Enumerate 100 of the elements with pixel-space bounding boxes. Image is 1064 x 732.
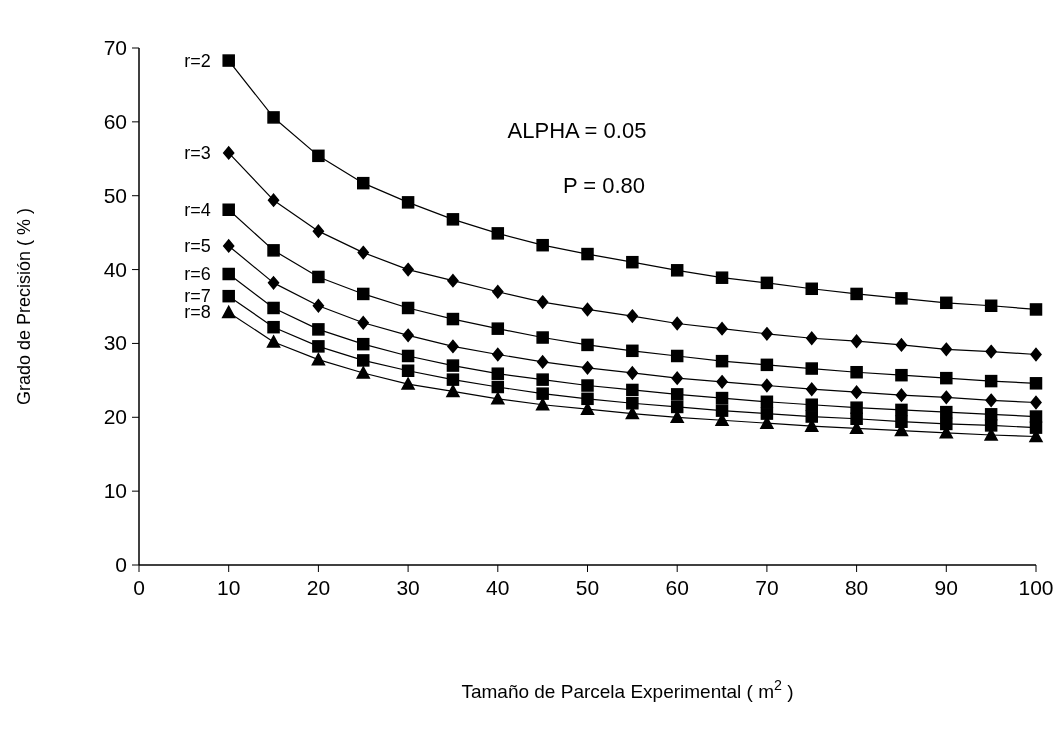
point [491, 367, 505, 380]
point [446, 312, 460, 326]
x-tick-label: 70 [755, 576, 779, 599]
y-tick-label: 50 [103, 183, 127, 207]
point [895, 292, 908, 305]
series-label: r=3 [184, 142, 211, 163]
point [895, 368, 908, 382]
point [535, 397, 550, 411]
point [761, 327, 773, 341]
point [940, 371, 953, 385]
point [266, 335, 281, 348]
point [850, 287, 863, 301]
point [401, 349, 415, 363]
point [760, 358, 774, 372]
x-tick-label: 10 [217, 576, 241, 599]
point [940, 390, 953, 405]
point [312, 340, 325, 353]
x-tick-label: 0 [133, 576, 145, 599]
point [311, 352, 326, 366]
series-label: r=6 [184, 264, 211, 284]
point [492, 347, 504, 362]
point [446, 373, 460, 386]
point [1029, 421, 1043, 434]
point [715, 404, 729, 417]
point [805, 410, 818, 423]
annotation: ALPHA = 0.05 [507, 118, 647, 143]
point [267, 111, 280, 124]
point [446, 384, 460, 398]
point [715, 391, 729, 405]
point [805, 282, 818, 296]
point [850, 334, 863, 348]
y-tick-label: 0 [115, 553, 127, 576]
point [357, 316, 369, 330]
point [670, 400, 684, 414]
point [221, 305, 236, 319]
point [895, 415, 908, 428]
point [671, 371, 683, 385]
x-tick-label: 80 [844, 576, 869, 599]
point [940, 405, 953, 419]
y-tick-label: 40 [103, 257, 127, 281]
point [357, 337, 370, 351]
x-tick-label: 50 [575, 576, 600, 599]
annotation: P = 0.80 [562, 173, 646, 198]
point [222, 54, 235, 67]
point [581, 379, 594, 392]
series-label: r=8 [184, 302, 211, 323]
point [491, 227, 505, 240]
point [1029, 377, 1043, 390]
point [312, 224, 325, 238]
y-tick-label: 10 [103, 479, 127, 503]
point [222, 289, 235, 303]
point [1030, 395, 1042, 410]
point [446, 213, 460, 226]
point [357, 245, 369, 260]
point [536, 238, 549, 252]
point [312, 299, 325, 313]
point [715, 354, 729, 368]
point [671, 316, 683, 331]
point [626, 366, 639, 380]
point [581, 338, 594, 352]
y-tick-label: 20 [103, 405, 127, 429]
point [267, 193, 280, 207]
point [536, 355, 549, 369]
point [985, 344, 997, 359]
point [670, 388, 684, 401]
point [850, 412, 863, 426]
point [447, 339, 459, 354]
point [940, 296, 953, 310]
point [357, 287, 370, 301]
point [895, 403, 908, 417]
y-tick-label: 60 [103, 109, 127, 133]
point [267, 276, 280, 290]
point [626, 397, 639, 410]
point [222, 267, 235, 281]
point [1030, 347, 1042, 362]
point [401, 364, 415, 378]
point [536, 295, 549, 309]
point [850, 401, 863, 414]
point [581, 302, 594, 317]
point [222, 239, 235, 253]
x-tick-label: 30 [396, 576, 420, 599]
point [805, 362, 818, 375]
point [401, 196, 415, 209]
y-tick-label: 30 [103, 331, 127, 355]
point [984, 299, 998, 313]
point [716, 321, 728, 336]
point [222, 203, 235, 216]
x-tick-label: 100 [1018, 576, 1054, 599]
point [536, 387, 549, 400]
y-tick-label: 70 [103, 36, 127, 59]
point [895, 388, 908, 402]
point [626, 309, 639, 323]
point [536, 331, 549, 344]
point [850, 365, 863, 379]
point [940, 417, 953, 431]
point [447, 273, 459, 288]
point [761, 378, 773, 393]
point [850, 385, 863, 399]
series-label: r=2 [184, 50, 211, 71]
point [626, 383, 639, 397]
